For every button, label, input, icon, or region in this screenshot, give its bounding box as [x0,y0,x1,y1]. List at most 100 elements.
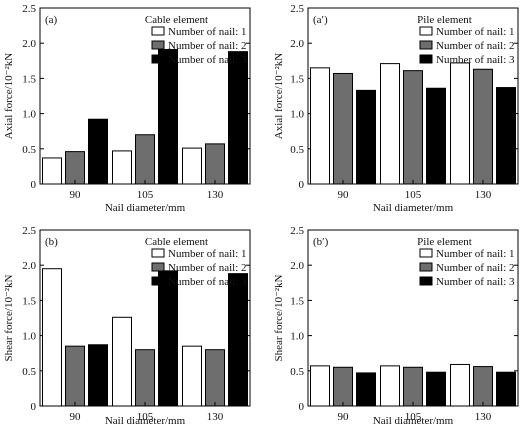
bar-90-series-3 [356,89,376,185]
bar-130-series-2 [205,143,225,185]
panel-tag: (b′) [313,236,329,248]
y-axis-label: Shear force/10⁻²kN [3,274,15,361]
y-tick-label: 2.5 [22,225,36,237]
bar-90-series-3 [88,118,108,185]
chart-panel-3: 0 0.5 1.0 1.5 2.0 2.5 90 105 130 Nail diameter/mm… [3,225,251,427]
y-tick-label: 1.5 [290,73,304,85]
bar-130-series-3 [228,51,248,185]
y-tick-label: 0 [299,401,305,413]
chart-panel-4: 0 0.5 1.0 1.5 2.0 2.5 90 105 130 Nail diameter/mm… [273,225,519,427]
legend-swatch-3 [151,54,165,64]
x-axis-label: Nail diameter/mm [105,415,186,427]
bar-130-series-3 [496,87,516,185]
y-tick-label: 0.5 [22,366,36,378]
bar-90-series-1 [42,157,62,185]
legend-swatch-1 [151,248,165,258]
y-tick-label: 2.5 [22,3,36,15]
y-tick-label: 1.0 [290,331,304,343]
x-tick-label: 105 [137,189,154,201]
legend-swatch-2 [151,40,165,50]
bar-105-series-1 [112,316,132,407]
legend-swatch-1 [151,26,165,36]
legend-label-2: Number of nail: 2 [436,40,515,52]
bar-105-series-3 [426,371,446,407]
x-axis-label: Nail diameter/mm [373,202,454,214]
legend-swatch-2 [419,262,433,272]
x-tick-label: 105 [137,411,154,423]
bar-105-series-3 [426,87,446,185]
y-axis-label: Shear force/10⁻²kN [273,274,285,361]
bar-105-series-3 [158,270,178,407]
legend-swatch-3 [419,54,433,64]
y-tick-label: 1.0 [22,331,36,343]
x-tick-label: 130 [207,411,224,423]
bar-130-series-3 [496,371,516,407]
panel-title: Cable element [145,14,208,26]
x-tick-label: 90 [70,189,82,201]
bar-90-series-2 [333,72,353,185]
y-tick-label: 0 [299,179,305,191]
legend-label-3: Number of nail: 3 [436,54,515,66]
y-tick-label: 1.5 [290,295,304,307]
bar-130-series-1 [182,147,202,185]
y-tick-label: 0.5 [22,144,36,156]
legend-swatch-3 [419,276,433,286]
panel-tag: (b) [45,236,58,248]
bar-105-series-1 [112,150,132,185]
bar-130-series-2 [473,68,493,185]
y-tick-label: 2.0 [22,260,36,272]
y-axis-label: Axial force/10⁻²kN [273,53,285,139]
legend-swatch-1 [419,26,433,36]
legend-label-1: Number of nail: 1 [168,248,247,260]
y-tick-label: 0 [31,179,37,191]
chart-panel-2: 0 0.5 1.0 1.5 2.0 2.5 90 105 130 Nail diameter/mm… [273,3,519,214]
x-tick-label: 90 [338,411,350,423]
x-tick-label: 130 [475,411,492,423]
bar-130-series-1 [182,345,202,407]
panel-tag: (a′) [313,14,328,26]
panel-title: Pile element [417,14,472,26]
legend-label-1: Number of nail: 1 [168,26,247,38]
legend-label-1: Number of nail: 1 [436,248,515,260]
legend-label-3: Number of nail: 3 [168,276,247,288]
y-tick-label: 2.5 [290,225,304,237]
legend-swatch-2 [419,40,433,50]
y-tick-label: 2.0 [22,38,36,50]
bar-90-series-2 [65,151,85,185]
bar-130-series-2 [473,366,493,407]
legend-swatch-2 [151,262,165,272]
y-tick-label: 0.5 [290,144,304,156]
x-tick-label: 130 [207,189,224,201]
bar-90-series-3 [88,344,108,407]
bar-130-series-1 [450,62,470,185]
bar-90-series-1 [42,268,62,407]
x-tick-label: 130 [475,189,492,201]
x-axis-label: Nail diameter/mm [105,202,186,214]
legend-label-2: Number of nail: 2 [168,40,247,52]
legend-swatch-3 [151,276,165,286]
bar-130-series-3 [228,273,248,407]
panel-tag: (a) [45,14,58,26]
bar-130-series-1 [450,363,470,407]
bar-105-series-1 [380,365,400,407]
legend-swatch-1 [419,248,433,258]
legend-label-3: Number of nail: 3 [436,276,515,288]
x-tick-label: 90 [70,411,82,423]
y-tick-label: 1.5 [22,73,36,85]
y-tick-label: 2.0 [290,38,304,50]
y-tick-label: 2.5 [290,3,304,15]
panel-title: Cable element [145,236,208,248]
bar-90-series-1 [310,365,330,407]
y-tick-label: 1.0 [290,109,304,121]
y-tick-label: 2.0 [290,260,304,272]
panel-title: Pile element [417,236,472,248]
bar-105-series-2 [403,366,423,407]
legend-label-2: Number of nail: 2 [168,262,247,274]
y-tick-label: 1.0 [22,109,36,121]
legend-label-2: Number of nail: 2 [436,262,515,274]
x-tick-label: 105 [405,189,422,201]
bar-105-series-2 [135,349,155,407]
bar-90-series-2 [65,345,85,407]
chart-panel-1: 0 0.5 1.0 1.5 2.0 2.5 90 105 130 Nail diameter/mm… [3,3,251,214]
